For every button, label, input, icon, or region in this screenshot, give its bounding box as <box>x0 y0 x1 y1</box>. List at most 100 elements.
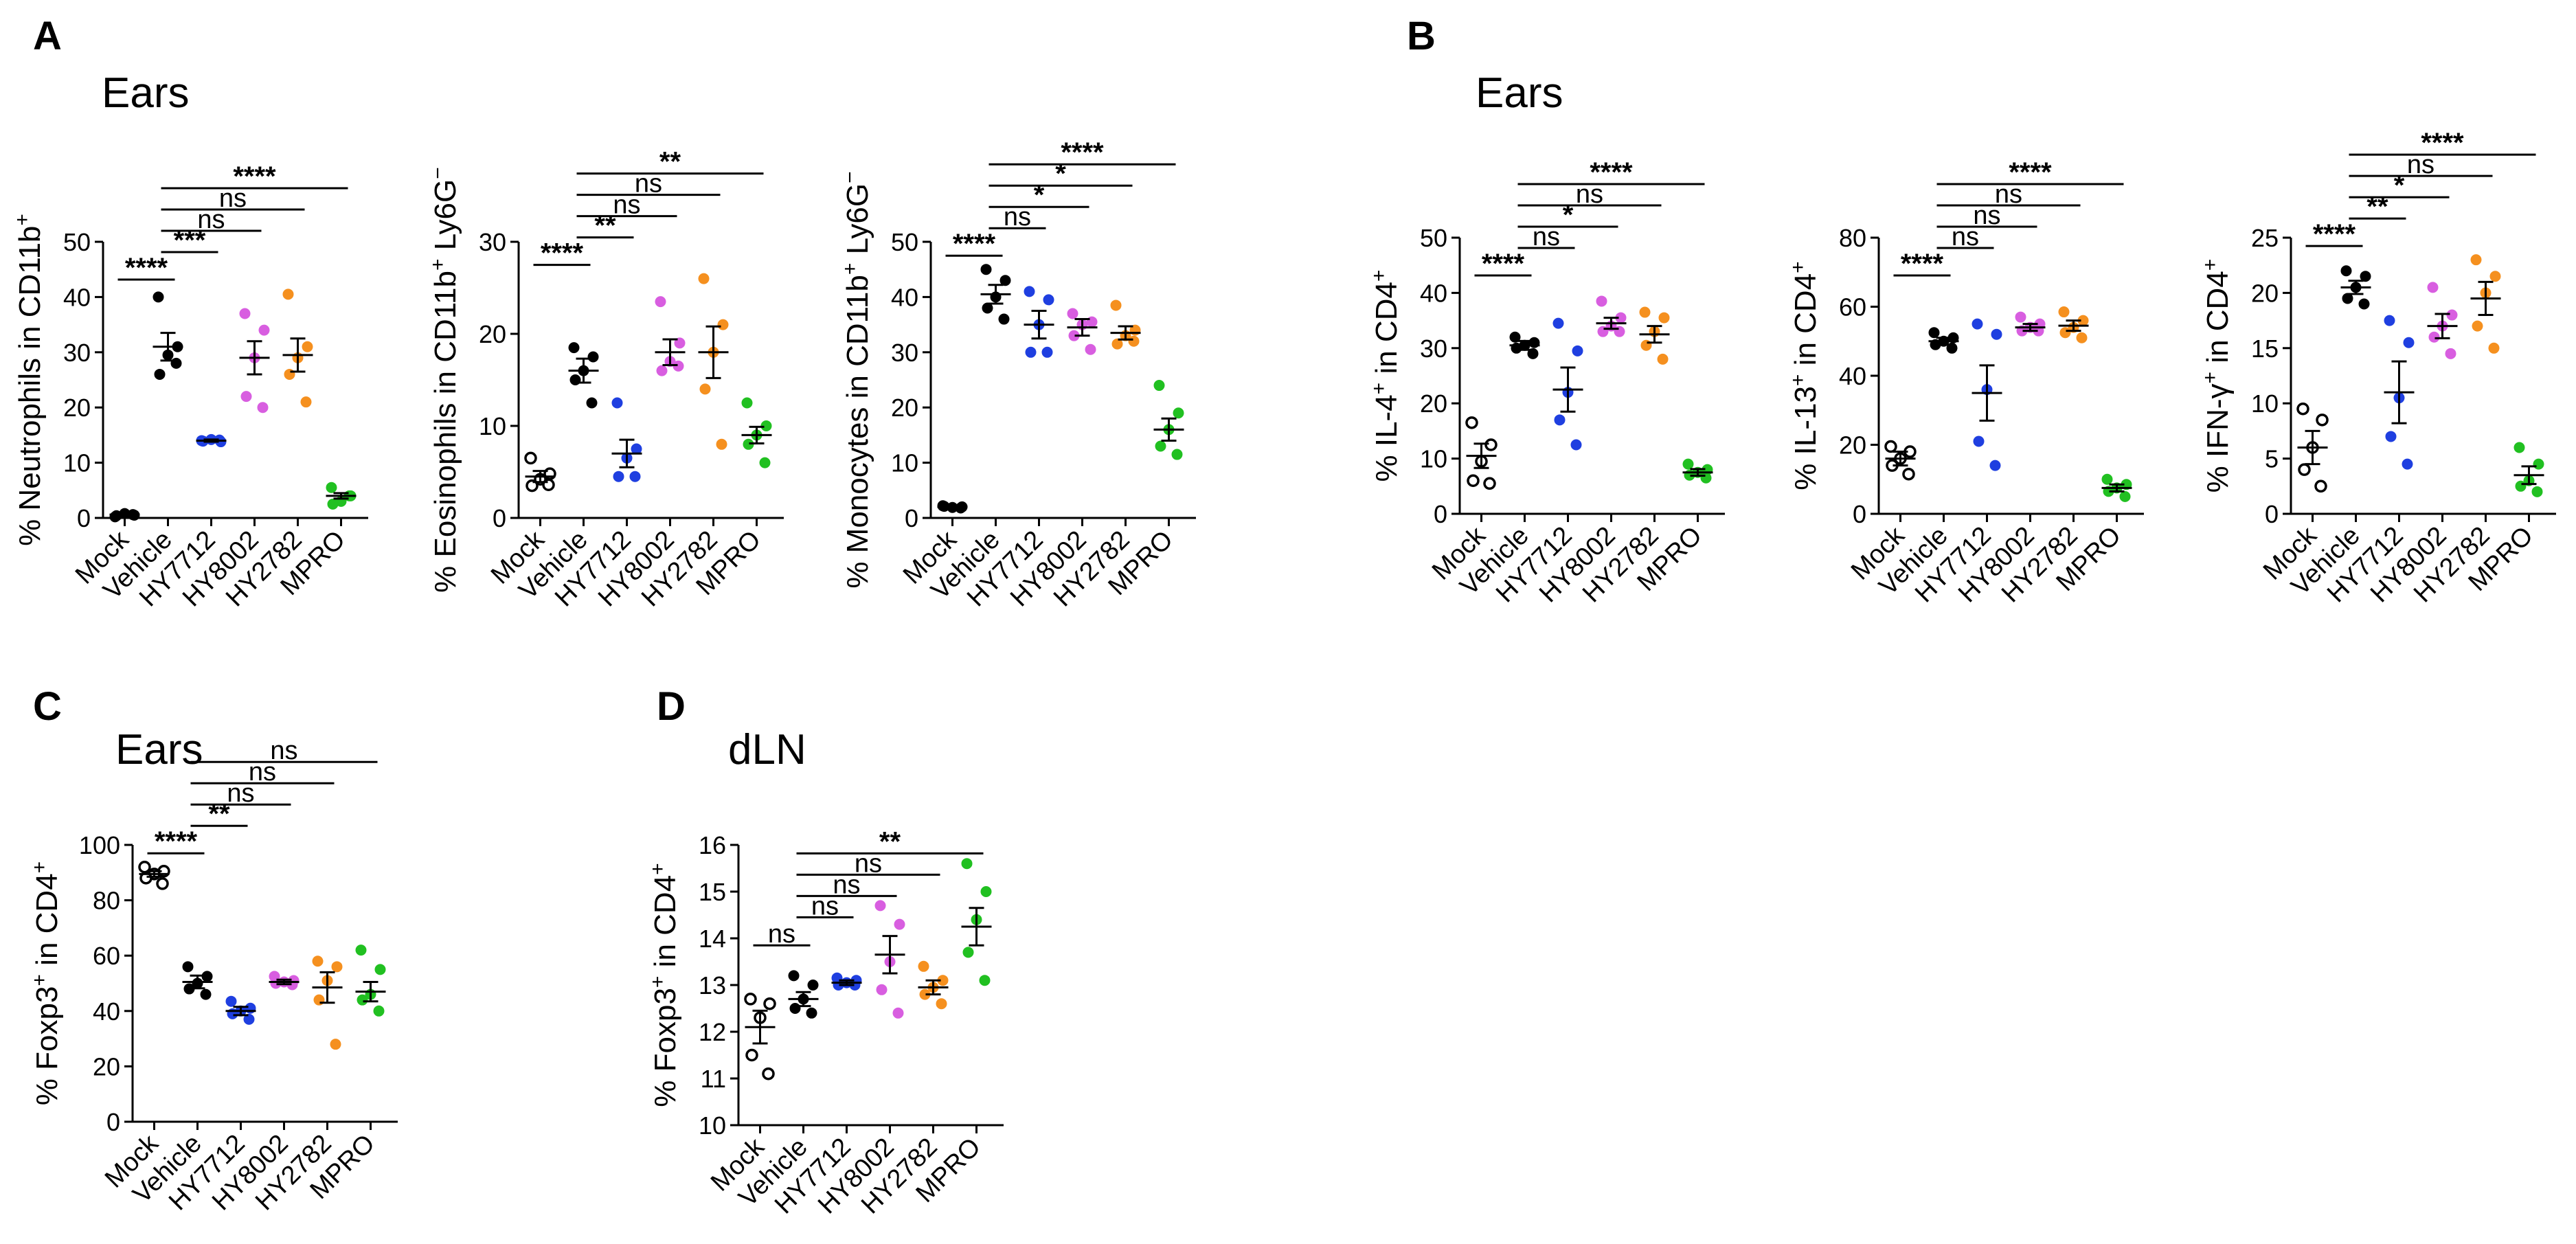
data-point <box>1153 380 1165 392</box>
y-tick-label: 25 <box>2251 224 2279 252</box>
y-tick-label: 30 <box>63 339 91 367</box>
data-point <box>876 984 888 995</box>
data-point <box>1111 338 1123 350</box>
y-axis-label-superscript: + <box>1368 383 1390 395</box>
data-point <box>874 900 886 912</box>
y-tick-label: 80 <box>1839 224 1866 252</box>
y-tick-label: 20 <box>1839 431 1866 460</box>
y-tick-label: 5 <box>2265 445 2279 473</box>
significance-label: ** <box>659 147 681 177</box>
data-point <box>2059 327 2071 339</box>
data-point <box>1467 474 1480 488</box>
data-point <box>524 451 537 465</box>
panel-letter-b: B <box>1407 14 1436 58</box>
data-point <box>1552 317 1564 329</box>
y-axis-label-superscript: + <box>2199 259 2222 271</box>
significance-label: **** <box>541 238 584 269</box>
significance-label: * <box>1563 200 1574 230</box>
y-tick-label: 20 <box>1420 389 1447 418</box>
y-tick-label: 13 <box>699 971 726 999</box>
data-point <box>302 341 313 352</box>
significance-label: **** <box>2313 219 2356 249</box>
data-point <box>2402 458 2413 470</box>
data-point <box>962 947 974 958</box>
panel-title-b: Ears <box>1476 69 1563 117</box>
y-tick-label: 40 <box>1839 362 1866 390</box>
data-point <box>2533 458 2544 470</box>
data-point <box>1971 318 1983 330</box>
data-point <box>373 1005 385 1017</box>
data-point <box>1085 343 1096 355</box>
y-axis-label-text: in CD4 <box>1789 273 1822 374</box>
significance-label: **** <box>953 229 996 259</box>
y-tick-label: 60 <box>1839 293 1866 321</box>
data-point <box>998 313 1010 325</box>
y-tick-label: 10 <box>699 1111 726 1140</box>
data-point <box>1043 294 1054 306</box>
y-axis-label-text: in CD4 <box>648 875 682 976</box>
y-axis-label-superscript: + <box>646 863 669 875</box>
y-axis-label-text: % Eosinophils in CD11b <box>429 271 462 593</box>
data-point <box>2101 473 2113 485</box>
y-tick-label: 40 <box>93 997 120 1026</box>
y-tick-label: 14 <box>699 925 726 953</box>
data-point <box>788 970 800 982</box>
y-axis-label-superscript: − <box>427 167 449 179</box>
significance-label: * <box>1055 159 1066 189</box>
data-point <box>2472 320 2483 332</box>
data-point <box>300 396 312 408</box>
data-point <box>918 960 929 972</box>
data-point <box>1509 331 1521 343</box>
panel-letter-a: A <box>33 14 62 58</box>
data-point <box>2446 309 2458 321</box>
data-point <box>982 302 993 314</box>
data-point <box>629 471 641 482</box>
data-point <box>1884 440 1897 453</box>
y-tick-label: 30 <box>891 339 918 367</box>
y-axis-label: % Foxp3+ in CD4+ <box>646 863 683 1107</box>
data-point <box>1483 477 1496 490</box>
data-point <box>999 275 1011 286</box>
y-axis-label-superscript: + <box>1787 261 1809 273</box>
y-tick-label: 15 <box>2251 335 2279 363</box>
data-point <box>2488 342 2500 354</box>
significance-label: **** <box>2421 128 2464 158</box>
data-point <box>156 877 169 890</box>
significance-label: **** <box>1590 157 1633 188</box>
y-tick-label: 0 <box>1853 500 1866 528</box>
data-point <box>2358 298 2370 310</box>
data-point <box>2403 337 2415 348</box>
data-point <box>2340 265 2352 277</box>
data-point <box>1572 345 1583 357</box>
data-point <box>182 961 194 973</box>
data-point <box>2298 463 2311 476</box>
data-point <box>243 1013 255 1025</box>
y-tick-label: 20 <box>479 320 506 348</box>
data-point <box>745 1048 758 1062</box>
data-point <box>282 289 294 300</box>
data-point <box>1639 306 1651 318</box>
y-axis-label-superscript: + <box>1368 270 1390 282</box>
data-point <box>979 975 991 986</box>
data-point <box>200 988 212 1000</box>
y-tick-label: 50 <box>891 228 918 256</box>
y-axis-label-text: % IL-13 <box>1789 386 1822 490</box>
data-point <box>1527 348 1539 359</box>
y-tick-label: 10 <box>63 449 91 477</box>
data-point <box>613 471 624 482</box>
data-point <box>1128 335 1140 347</box>
significance-label: **** <box>1901 249 1944 279</box>
data-point <box>759 457 771 468</box>
data-point <box>1155 440 1166 452</box>
data-point <box>1658 312 1670 324</box>
y-axis-label-superscript: + <box>646 976 669 988</box>
data-point <box>1682 458 1694 470</box>
y-tick-label: 50 <box>1420 224 1447 252</box>
y-tick-label: 15 <box>699 878 726 906</box>
data-point <box>1991 328 2002 340</box>
